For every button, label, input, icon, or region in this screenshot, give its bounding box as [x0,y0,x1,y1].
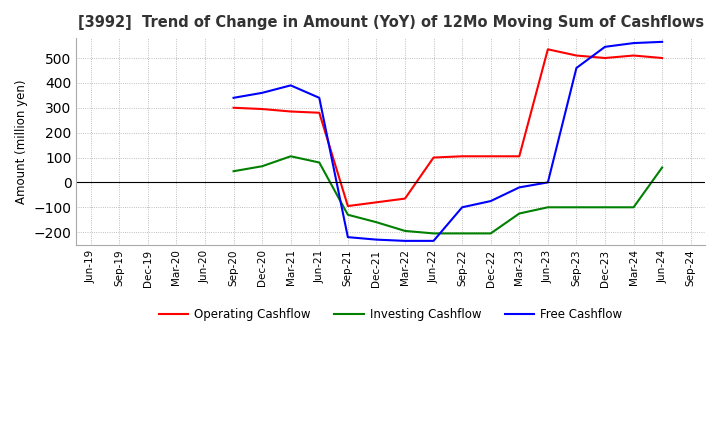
Investing Cashflow [258,164,266,169]
Investing Cashflow [515,211,523,216]
Investing Cashflow [600,205,609,210]
Operating Cashflow [458,154,467,159]
Free Cashflow [600,44,609,49]
Line: Free Cashflow: Free Cashflow [233,42,662,241]
Free Cashflow [487,198,495,204]
Free Cashflow [400,238,409,243]
Investing Cashflow [372,220,381,225]
Operating Cashflow [515,154,523,159]
Y-axis label: Amount (million yen): Amount (million yen) [15,79,28,204]
Legend: Operating Cashflow, Investing Cashflow, Free Cashflow: Operating Cashflow, Investing Cashflow, … [154,303,627,326]
Free Cashflow [343,235,352,240]
Operating Cashflow [315,110,323,115]
Operating Cashflow [429,155,438,160]
Operating Cashflow [343,203,352,209]
Operating Cashflow [400,196,409,201]
Operating Cashflow [487,154,495,159]
Investing Cashflow [343,212,352,217]
Free Cashflow [287,83,295,88]
Operating Cashflow [629,53,638,58]
Free Cashflow [315,95,323,100]
Operating Cashflow [544,47,552,52]
Free Cashflow [458,205,467,210]
Free Cashflow [572,65,581,70]
Operating Cashflow [229,105,238,110]
Title: [3992]  Trend of Change in Amount (YoY) of 12Mo Moving Sum of Cashflows: [3992] Trend of Change in Amount (YoY) o… [78,15,703,30]
Operating Cashflow [600,55,609,61]
Operating Cashflow [287,109,295,114]
Line: Operating Cashflow: Operating Cashflow [233,49,662,206]
Investing Cashflow [400,228,409,234]
Free Cashflow [229,95,238,100]
Free Cashflow [629,40,638,46]
Investing Cashflow [544,205,552,210]
Investing Cashflow [658,165,667,170]
Operating Cashflow [572,53,581,58]
Free Cashflow [544,180,552,185]
Investing Cashflow [287,154,295,159]
Investing Cashflow [315,160,323,165]
Investing Cashflow [229,169,238,174]
Free Cashflow [258,90,266,95]
Free Cashflow [515,185,523,190]
Free Cashflow [658,39,667,44]
Investing Cashflow [572,205,581,210]
Operating Cashflow [258,106,266,112]
Line: Investing Cashflow: Investing Cashflow [233,156,662,233]
Investing Cashflow [458,231,467,236]
Investing Cashflow [487,231,495,236]
Operating Cashflow [658,55,667,61]
Investing Cashflow [629,205,638,210]
Free Cashflow [429,238,438,243]
Investing Cashflow [429,231,438,236]
Free Cashflow [372,237,381,242]
Operating Cashflow [372,200,381,205]
